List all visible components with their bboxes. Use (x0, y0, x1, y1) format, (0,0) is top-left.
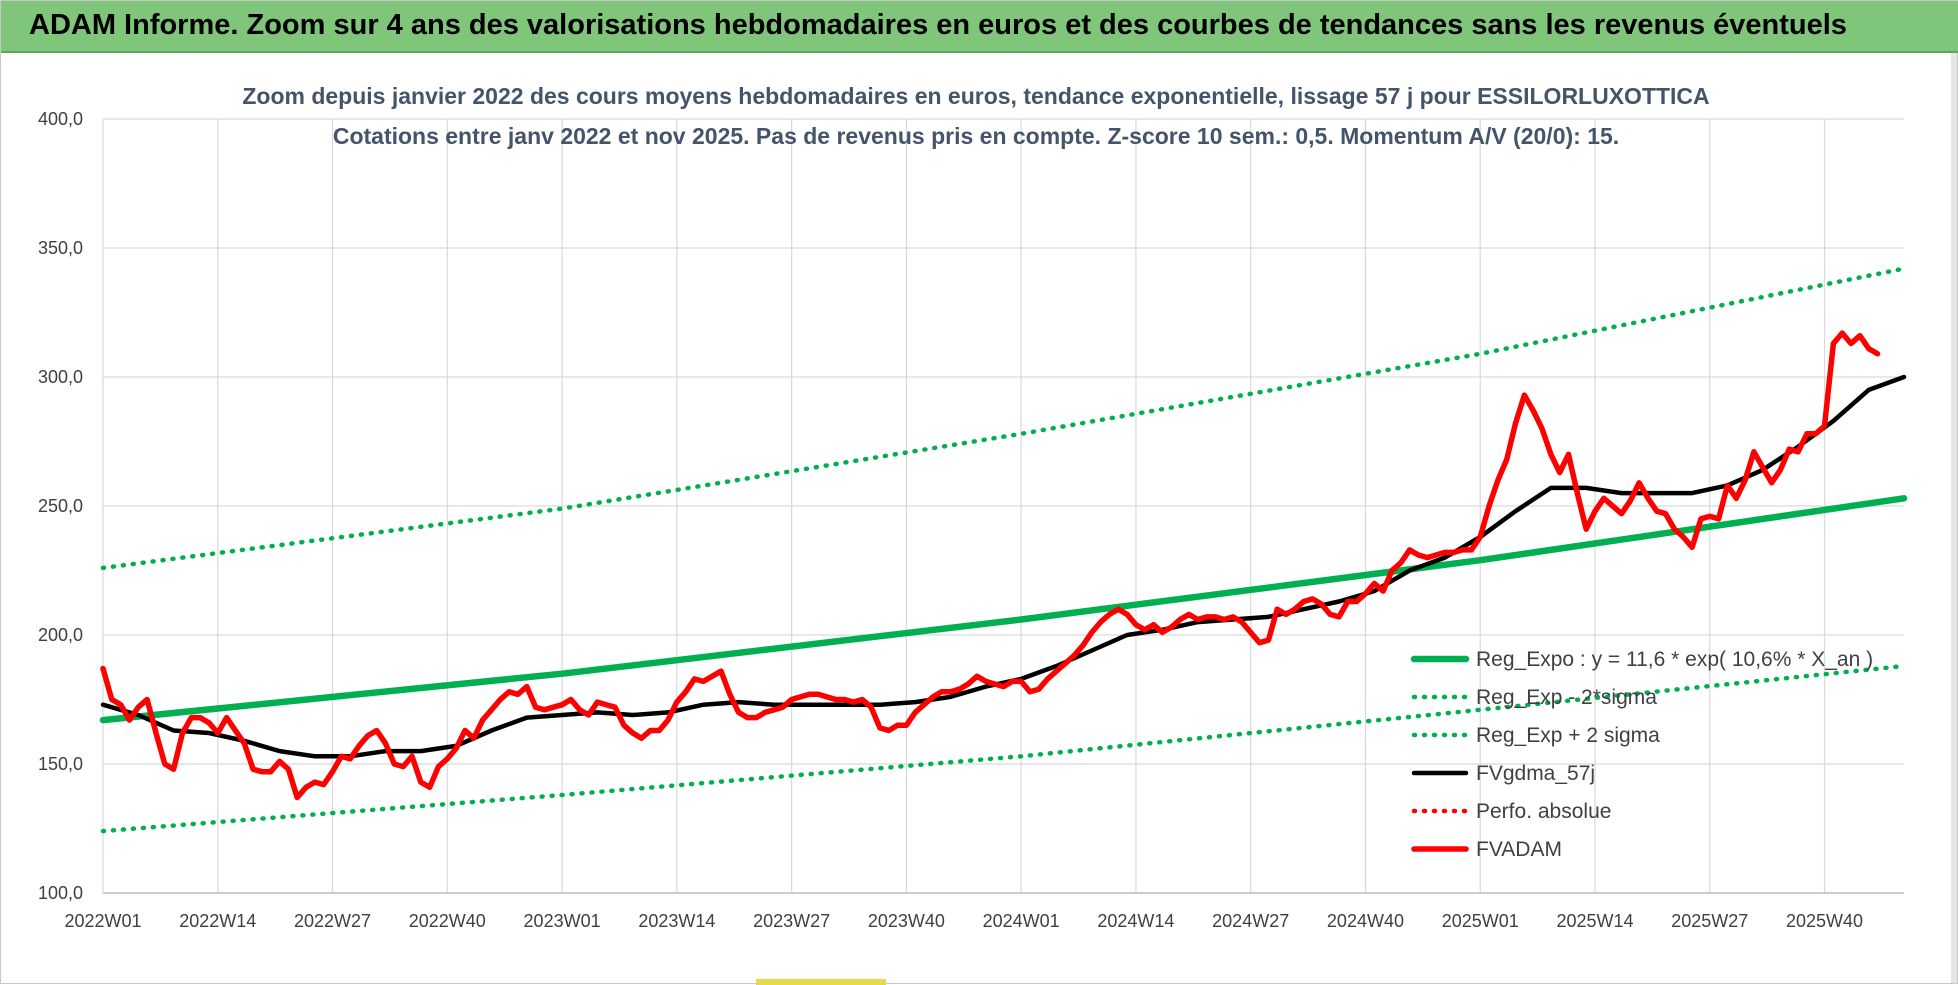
x-tick-label: 2025W27 (1671, 911, 1748, 931)
x-tick-label: 2022W40 (409, 911, 486, 931)
chart-subtitle: Cotations entre janv 2022 et nov 2025. P… (333, 123, 1619, 149)
x-tick-label: 2024W27 (1212, 911, 1289, 931)
x-tick-label: 2025W01 (1442, 911, 1519, 931)
x-tick-label: 2022W01 (64, 911, 141, 931)
x-tick-label: 2024W01 (983, 911, 1060, 931)
series-line-1 (100, 663, 1907, 834)
x-tick-label: 2023W40 (868, 911, 945, 931)
series-line-5 (100, 330, 1881, 801)
legend-label: FVADAM (1476, 838, 1562, 861)
series-line-3 (100, 374, 1907, 759)
banner-title: ADAM Informe. Zoom sur 4 ans des valoris… (29, 9, 1847, 41)
y-tick-label: 300,0 (38, 367, 83, 387)
legend-label: Reg_Exp + 2 sigma (1476, 724, 1660, 747)
y-tick-label: 150,0 (38, 754, 83, 774)
y-tick-label: 250,0 (38, 496, 83, 516)
x-axis-ticks: 2022W01 2022W14 2022W27 2022W40 2023W01 2023W… (64, 911, 1863, 931)
series-line-2 (100, 266, 1907, 571)
x-tick-label: 2023W27 (753, 911, 830, 931)
x-tick-label: 2023W01 (524, 911, 601, 931)
y-tick-label: 200,0 (38, 625, 83, 645)
x-tick-label: 2022W14 (179, 911, 256, 931)
x-tick-label: 2024W40 (1327, 911, 1404, 931)
x-tick-label: 2022W27 (294, 911, 371, 931)
x-tick-label: 2025W40 (1786, 911, 1863, 931)
series-line-0 (99, 495, 1908, 724)
y-tick-label: 100,0 (38, 883, 83, 903)
bottom-marker (756, 979, 886, 985)
legend-label: FVgdma_57j (1476, 762, 1595, 785)
legend-label: Reg_Expo : y = 11,6 * exp( 10,6% * X_an … (1476, 648, 1873, 671)
right-edge-bar (1951, 53, 1957, 983)
x-tick-label: 2025W14 (1556, 911, 1633, 931)
y-tick-label: 350,0 (38, 238, 83, 258)
y-tick-label: 400,0 (38, 109, 83, 129)
x-tick-label: 2024W14 (1097, 911, 1174, 931)
legend-label: Reg_Exp - 2*sigma (1476, 686, 1657, 709)
x-tick-label: 2023W14 (638, 911, 715, 931)
legend-label: Perfo. absolue (1476, 800, 1611, 823)
gridlines (102, 118, 1904, 894)
series-group (99, 266, 1908, 834)
chart-title: Zoom depuis janvier 2022 des cours moyen… (242, 83, 1709, 109)
legend: Reg_Expo : y = 11,6 * exp( 10,6% * X_an … (1410, 648, 1873, 861)
y-axis-ticks: 100,0 150,0 200,0 250,0 300,0 350,0 400,0 (38, 109, 83, 903)
header-banner: ADAM Informe. Zoom sur 4 ans des valoris… (1, 1, 1958, 53)
